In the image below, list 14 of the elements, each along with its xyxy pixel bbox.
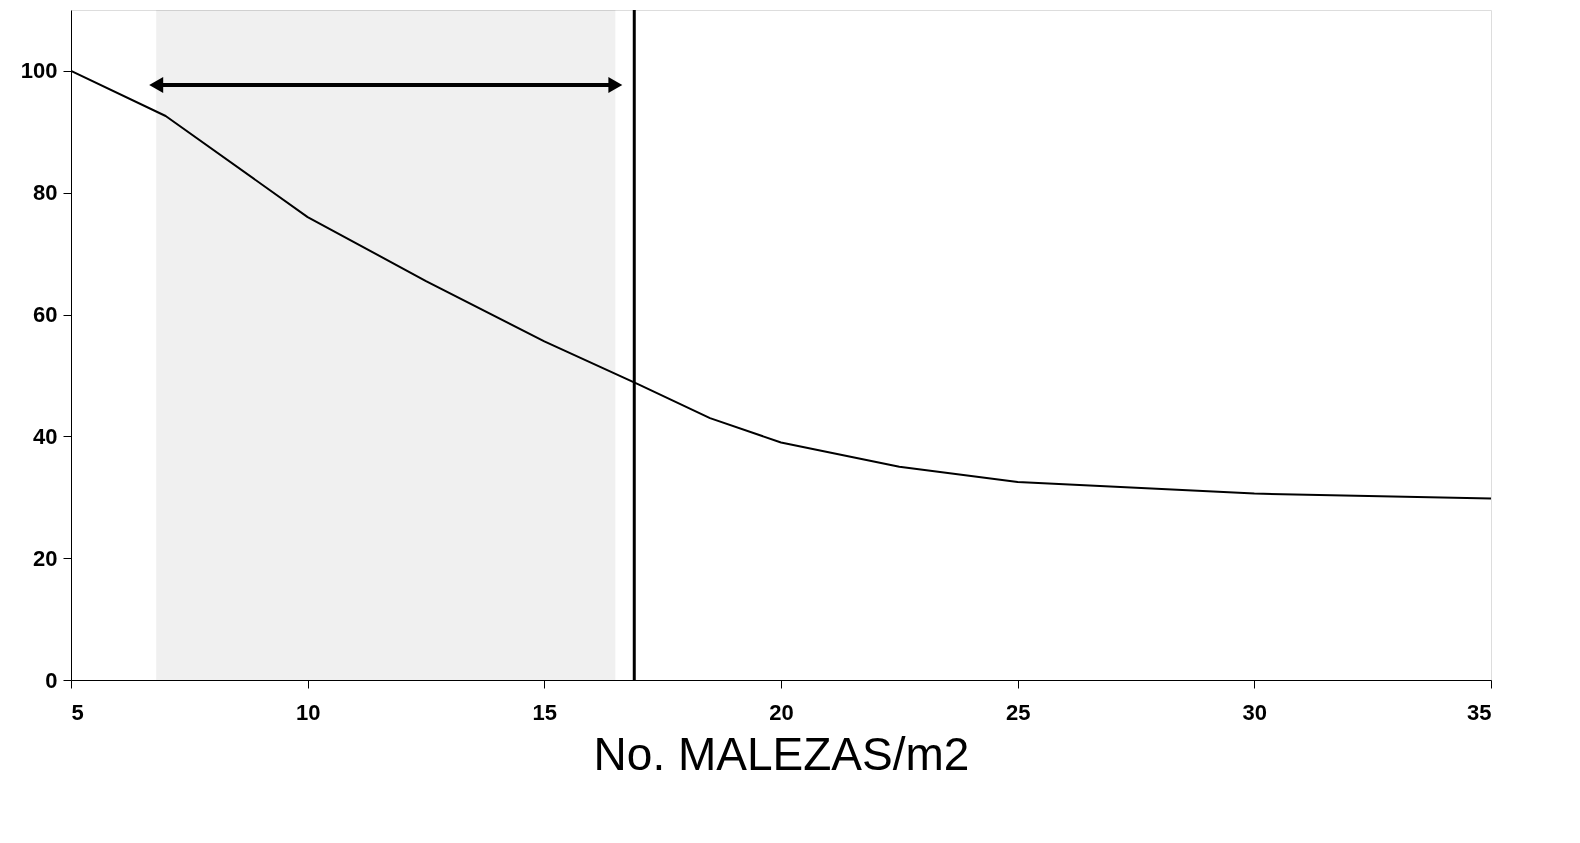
x-axis-title: No. MALEZAS/m2	[593, 727, 970, 780]
x-tick-label: 35	[1467, 699, 1492, 725]
x-tick-label: 30	[1242, 699, 1268, 725]
x-tick-label: 15	[532, 699, 558, 725]
x-tick-label: 5	[71, 699, 84, 725]
y-tick-label: 40	[33, 423, 58, 449]
x-tick-label: 20	[769, 699, 794, 725]
x-tick-label: 25	[1005, 699, 1031, 725]
y-tick-label: 20	[33, 545, 58, 571]
y-tick-label: 80	[33, 180, 58, 206]
y-tick-label: 100	[20, 58, 58, 84]
y-tick-label: 60	[33, 302, 58, 328]
y-tick-label: 0	[45, 667, 58, 693]
x-tick-label: 10	[295, 699, 321, 725]
